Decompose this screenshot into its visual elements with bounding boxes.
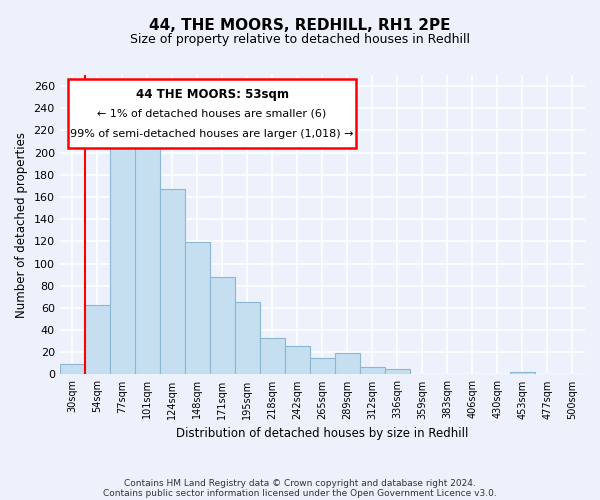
X-axis label: Distribution of detached houses by size in Redhill: Distribution of detached houses by size … [176,427,469,440]
Bar [85,304,110,374]
Bar [160,189,185,374]
Bar [385,369,410,374]
Text: Contains HM Land Registry data © Crown copyright and database right 2024.: Contains HM Land Registry data © Crown c… [124,478,476,488]
Text: 44 THE MOORS: 53sqm: 44 THE MOORS: 53sqm [136,88,289,101]
Text: 99% of semi-detached houses are larger (1,018) →: 99% of semi-detached houses are larger (… [70,128,354,138]
Bar [185,242,210,374]
Bar [110,147,135,374]
Text: Size of property relative to detached houses in Redhill: Size of property relative to detached ho… [130,32,470,46]
Bar [335,354,360,374]
Bar [210,277,235,374]
Bar [285,346,310,374]
Text: Contains public sector information licensed under the Open Government Licence v3: Contains public sector information licen… [103,488,497,498]
FancyBboxPatch shape [68,80,356,148]
Bar [235,302,260,374]
Bar [260,338,285,374]
Bar [59,364,85,374]
Bar [510,372,535,374]
Y-axis label: Number of detached properties: Number of detached properties [15,132,28,318]
Text: ← 1% of detached houses are smaller (6): ← 1% of detached houses are smaller (6) [97,109,326,119]
Bar [310,358,335,374]
Bar [360,366,385,374]
Text: 44, THE MOORS, REDHILL, RH1 2PE: 44, THE MOORS, REDHILL, RH1 2PE [149,18,451,32]
Bar [135,142,160,374]
